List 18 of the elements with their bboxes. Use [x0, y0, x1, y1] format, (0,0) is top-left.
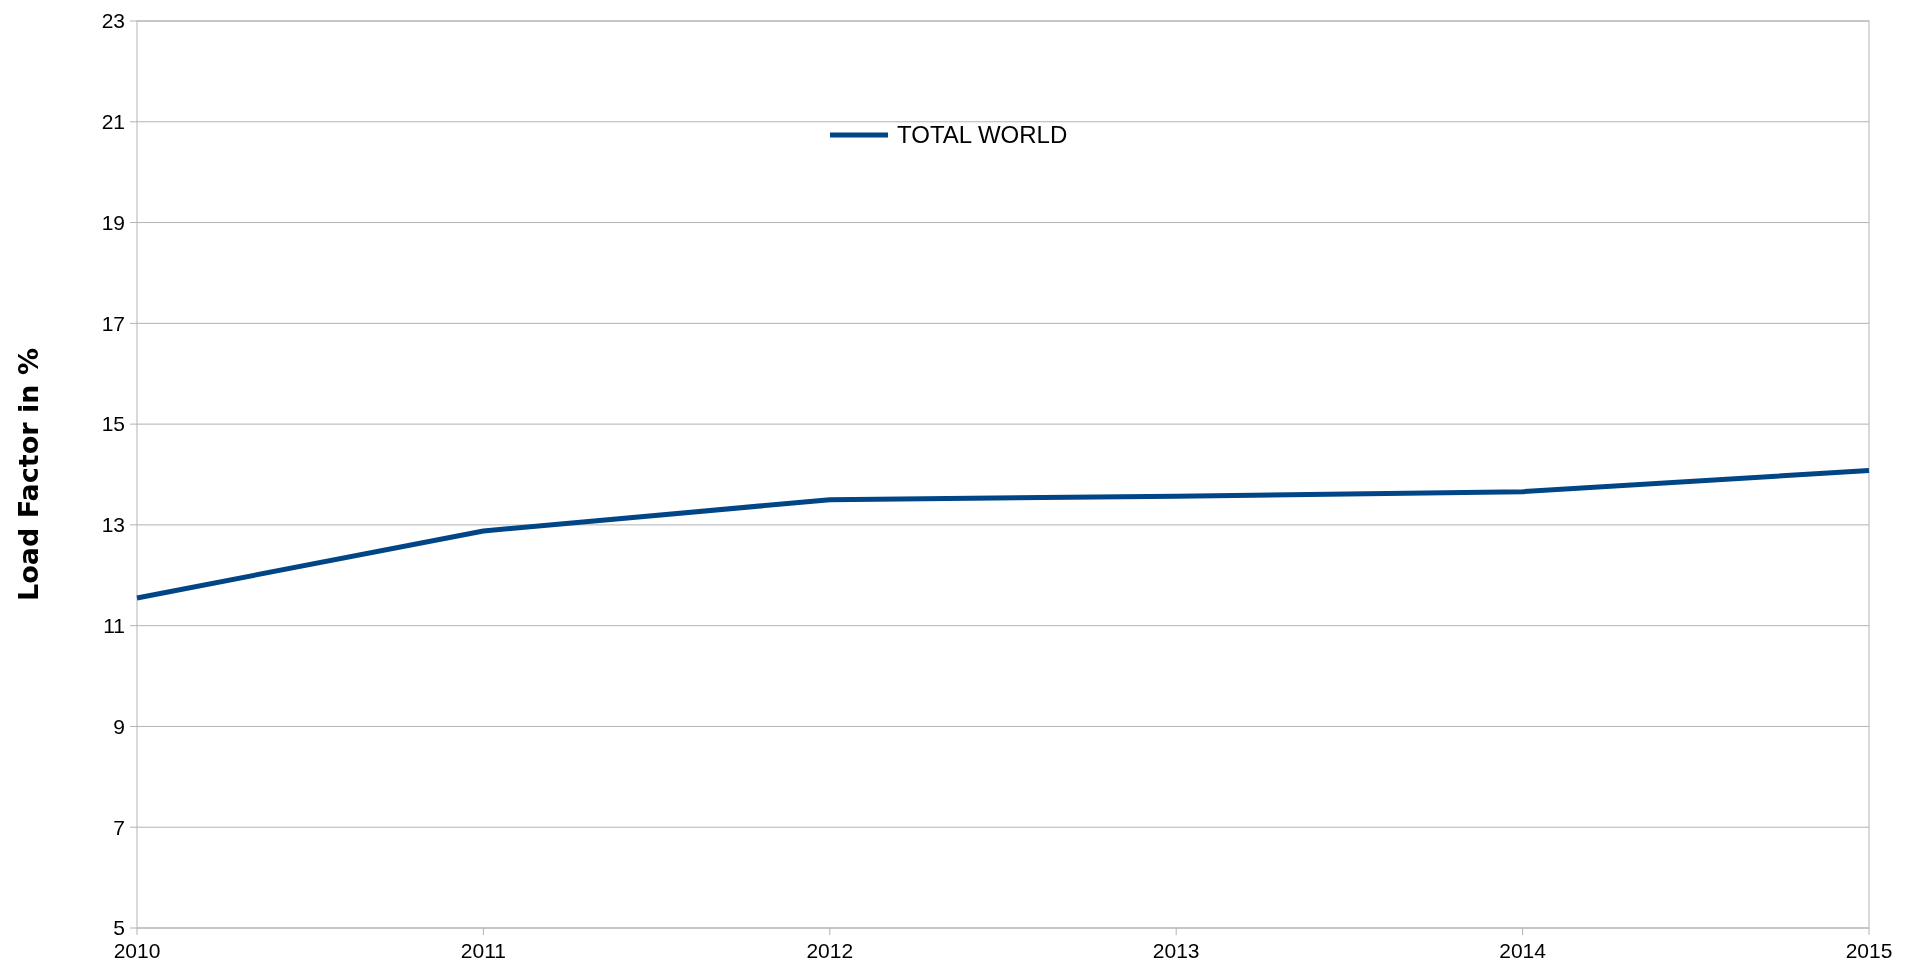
x-tick-label: 2014 [1499, 939, 1547, 962]
y-tick-label: 5 [113, 916, 125, 940]
y-tick-label: 21 [101, 110, 125, 134]
y-tick-label: 19 [101, 210, 125, 234]
legend-label: TOTAL WORLD [897, 121, 1068, 149]
y-tick-label: 15 [101, 412, 125, 436]
y-tick-label: 13 [101, 513, 125, 537]
y-tick-label: 17 [101, 311, 125, 335]
x-tick-label: 2015 [1845, 939, 1893, 962]
y-tick-label: 9 [113, 714, 125, 738]
y-tick-label: 11 [103, 614, 125, 638]
y-tick-label: 23 [101, 9, 125, 33]
x-tick-label: 2011 [460, 939, 506, 962]
x-tick-label: 2013 [1152, 939, 1200, 962]
x-tick-label: 2012 [806, 939, 854, 962]
y-tick-label: 7 [113, 815, 125, 839]
y-axis-title: Load Factor in % [13, 348, 44, 601]
x-tick-label: 2010 [113, 939, 161, 962]
